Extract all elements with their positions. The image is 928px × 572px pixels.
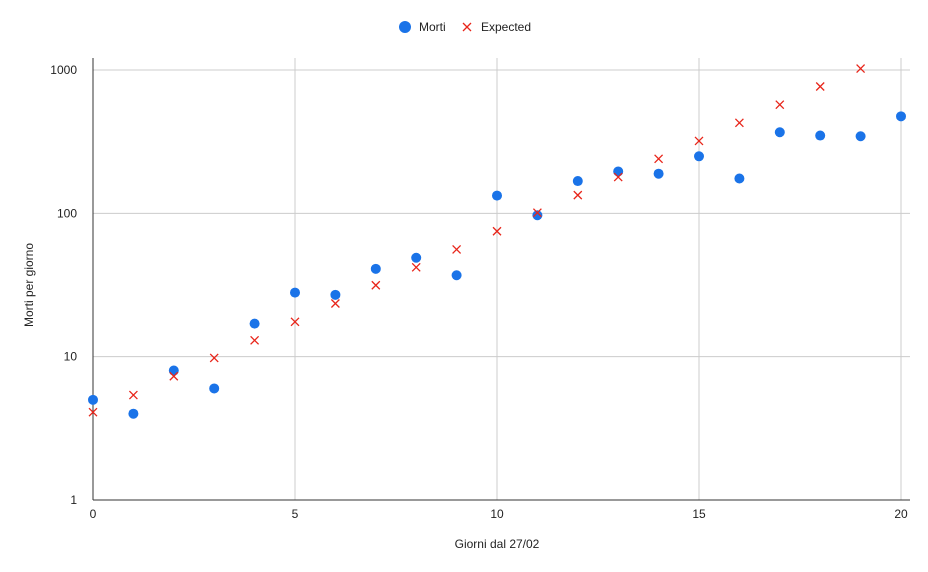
series-morti (88, 111, 906, 419)
y-tick-label: 100 (57, 206, 77, 220)
data-point (734, 173, 745, 184)
data-point (815, 130, 826, 141)
data-point (896, 111, 906, 122)
data-point (128, 390, 138, 400)
data-point (249, 318, 260, 329)
x-tick-label: 10 (490, 507, 504, 521)
x-tick-label: 5 (292, 507, 299, 521)
grid-lines (93, 58, 910, 501)
data-point (775, 100, 785, 110)
series-expected (88, 64, 866, 417)
data-point (734, 118, 744, 128)
data-point (411, 262, 421, 272)
data-point (694, 136, 704, 146)
data-point (451, 270, 462, 281)
data-point (573, 190, 583, 200)
y-axis-title: Morti per giorno (22, 243, 36, 327)
data-point (532, 210, 543, 221)
data-point (492, 190, 502, 201)
y-tick-label: 1 (70, 493, 77, 507)
data-point (290, 317, 300, 327)
legend-label: Morti (419, 20, 446, 34)
data-point (613, 172, 623, 182)
data-point (209, 353, 219, 363)
axes (92, 58, 910, 501)
legend-item-expected: Expected (462, 20, 531, 34)
y-tick-label: 10 (64, 350, 78, 364)
data-point (653, 168, 664, 179)
data-point (168, 365, 179, 376)
data-point (169, 371, 179, 381)
legend-item-morti: Morti (399, 20, 446, 34)
x-tick-label: 20 (894, 507, 908, 521)
data-point (330, 289, 341, 300)
x-tick-label: 15 (692, 507, 706, 521)
data-point (88, 407, 98, 417)
data-point (654, 154, 664, 164)
legend-marker (399, 21, 411, 33)
x-tick-labels: 0 5 10 15 20 (90, 507, 908, 521)
y-tick-labels: 1 10 100 1000 (50, 63, 77, 507)
data-point (411, 252, 422, 263)
data-point (774, 127, 785, 138)
data-point (492, 226, 502, 236)
data-point (128, 408, 139, 419)
data-point (572, 176, 583, 187)
data-point (855, 131, 866, 142)
data-points (88, 64, 906, 419)
data-point (856, 64, 866, 73)
data-point (290, 287, 300, 298)
x-axis-title: Giorni dal 27/02 (455, 537, 540, 551)
data-point (209, 383, 220, 394)
data-point (371, 280, 381, 290)
legend-marker (462, 22, 472, 32)
data-point (250, 335, 260, 345)
y-tick-label: 1000 (50, 63, 77, 77)
x-tick-label: 0 (90, 507, 97, 521)
data-point (613, 166, 624, 177)
data-point (330, 299, 340, 308)
data-point (815, 82, 825, 91)
data-point (694, 151, 704, 162)
data-point (452, 244, 462, 254)
legend: Morti Expected (399, 20, 531, 34)
legend-label: Expected (481, 20, 531, 34)
data-point (532, 208, 542, 218)
data-point (370, 263, 381, 274)
data-point (88, 394, 98, 405)
